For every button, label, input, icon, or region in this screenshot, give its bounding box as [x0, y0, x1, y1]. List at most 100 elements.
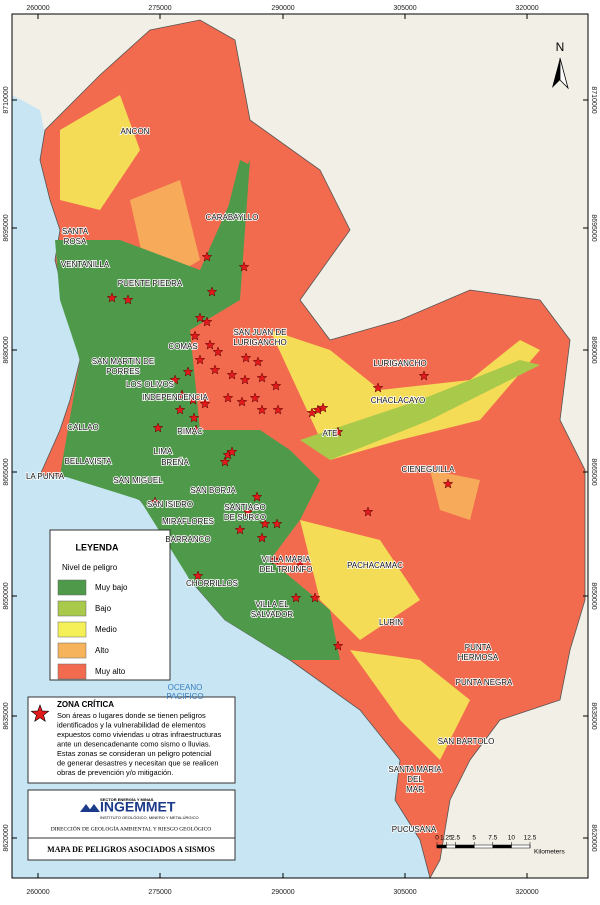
critical-zone-marker: [249, 392, 261, 403]
scale-segment: [446, 844, 456, 849]
critical-zone-marker: [332, 426, 344, 437]
critical-zone-marker: [192, 570, 204, 581]
place-label: SANTA MARIA: [388, 765, 442, 774]
scale-label: 12.5: [524, 835, 537, 842]
y-coordinate-label: 8635000: [590, 702, 597, 729]
legend-label: Muy bajo: [95, 583, 128, 592]
very-low-hazard: [55, 160, 340, 660]
critical-zone-marker: [209, 364, 221, 375]
legend-swatch: [57, 600, 87, 617]
scale-label: 1.25: [440, 835, 453, 842]
place-label: SAN BORJA: [190, 486, 236, 495]
critical-zone-marker: [239, 374, 251, 385]
legend-label: Bajo: [95, 604, 112, 613]
y-coordinate-label: 8665000: [3, 458, 10, 485]
legend-label: Muy alto: [95, 667, 126, 676]
low-hazard: [300, 360, 540, 460]
place-label: SAN BARTOLO: [438, 737, 495, 746]
critical-zone-marker: [219, 456, 231, 467]
critical-zone-text: obras de prevención y/o mitigación.: [57, 768, 173, 777]
place-label: PUNTA: [465, 643, 492, 652]
critical-zone-marker: [149, 496, 161, 507]
critical-zone-marker: [372, 382, 384, 393]
critical-zone-marker: [317, 402, 329, 413]
legend-label: Alto: [95, 646, 109, 655]
critical-zone-marker: [152, 422, 164, 433]
y-coordinate-label: 8650000: [590, 582, 597, 609]
critical-zone-marker: [362, 506, 374, 517]
scale-segment: [436, 844, 447, 849]
scale-segment: [455, 844, 475, 849]
x-coordinate-label: 275000: [148, 889, 171, 896]
legend-title: LEYENDA: [75, 542, 119, 552]
place-label: LURIGANCHO: [233, 338, 286, 347]
place-label: LIMA: [154, 447, 173, 456]
ocean-label: PACIFICO: [166, 692, 203, 701]
sector-label: SECTOR ENERGÍA Y MINAS: [100, 797, 154, 802]
scale-segment: [492, 844, 512, 849]
place-label: PUNTA NEGRA: [456, 678, 513, 687]
critical-zone-marker: [201, 316, 213, 327]
y-coordinate-label: 8695000: [590, 214, 597, 241]
map-border: [11, 13, 589, 879]
critical-zone-marker: [206, 286, 218, 297]
place-label: LURIN: [379, 618, 403, 627]
place-label: PACHACAMAC: [347, 561, 403, 570]
critical-zone-text: de generar desastres y necesitan que se …: [57, 758, 218, 767]
critical-zone-marker: [418, 370, 430, 381]
critical-zone-marker: [189, 330, 201, 341]
medium-hazard: [60, 95, 540, 760]
place-label: RIMAC: [177, 427, 203, 436]
place-label: ATE: [323, 429, 338, 438]
critical-zone-text: expuestos como viviendas u otras infraes…: [57, 730, 222, 739]
place-label: MAR: [406, 785, 424, 794]
place-label: MIRAFLORES: [162, 517, 214, 526]
place-label: DEL: [407, 775, 423, 784]
critical-zone-marker: [176, 389, 188, 400]
y-coordinate-label: 8620000: [3, 824, 10, 851]
critical-zone-marker: [272, 404, 284, 415]
y-coordinate-label: 8680000: [3, 336, 10, 363]
critical-zone-marker: [269, 554, 281, 565]
place-label: CHORRILLOS: [186, 579, 238, 588]
critical-zone-marker: [259, 518, 271, 529]
north-label: N: [556, 40, 565, 54]
place-label: LURIGANCHO: [373, 359, 426, 368]
critical-zone-marker: [256, 372, 268, 383]
place-label: PUCUSANA: [392, 825, 437, 834]
institution-subtitle: INSTITUTO GEOLÓGICO, MINERO Y METALÚRGIC…: [100, 815, 199, 820]
legend-swatch: [57, 642, 87, 659]
critical-zone-marker: [226, 446, 238, 457]
critical-zone-marker: [256, 404, 268, 415]
critical-zone-marker: [169, 374, 181, 385]
place-label: DEL TRIUNFO: [260, 565, 313, 574]
critical-zone-marker: [222, 392, 234, 403]
place-label: INDEPENDENCIA: [142, 393, 208, 402]
x-coordinate-label: 320000: [515, 889, 538, 896]
place-label: CALLAO: [67, 423, 99, 432]
place-label: ANCON: [121, 127, 150, 136]
critical-zone-box: [27, 696, 236, 784]
x-coordinate-label: 260000: [26, 889, 49, 896]
critical-zone-marker: [194, 312, 206, 323]
x-coordinate-label: 260000: [26, 5, 49, 12]
place-label: PORRES: [106, 367, 140, 376]
scale-label: 0: [435, 835, 439, 842]
critical-zone-marker: [252, 356, 264, 367]
scale-label: 2.5: [451, 835, 460, 842]
place-label: SANTIAGO: [224, 503, 265, 512]
critical-zone-marker: [442, 478, 454, 489]
critical-zone-text: Estas zonas se consideran un peligro pot…: [57, 749, 212, 758]
critical-zone-text: Son áreas o lugares donde se tienen peli…: [57, 711, 206, 720]
critical-zone-marker: [199, 398, 211, 409]
scale-label: 5: [472, 835, 476, 842]
critical-zone-marker: [309, 592, 321, 603]
critical-zone-marker: [204, 339, 216, 350]
critical-zone-marker: [174, 404, 186, 415]
critical-zone-marker: [201, 251, 213, 262]
map-title: MAPA DE PELIGROS ASOCIADOS A SISMOS: [47, 845, 215, 854]
critical-zone-marker: [106, 292, 118, 303]
critical-zone-marker: [242, 506, 254, 517]
critical-zone-marker: [194, 354, 206, 365]
place-label: ROSA: [64, 237, 87, 246]
